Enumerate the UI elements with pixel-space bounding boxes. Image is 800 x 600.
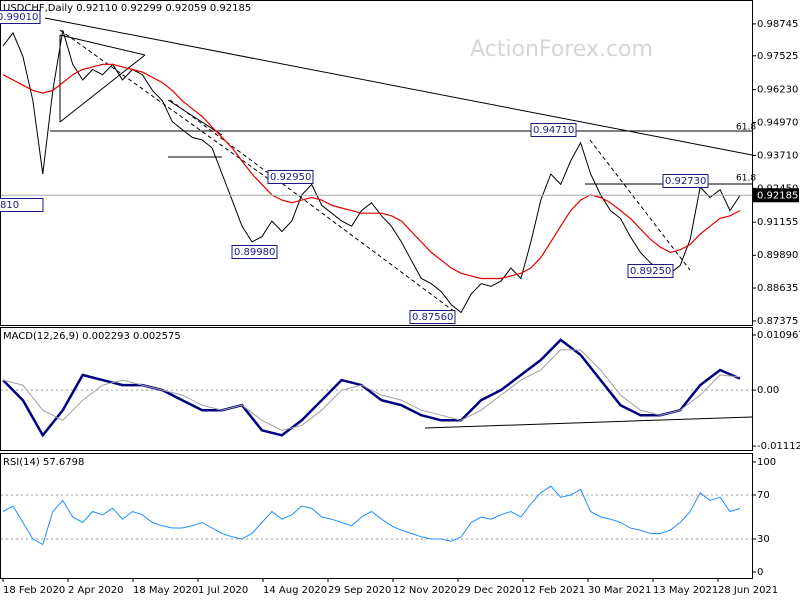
price-annotation: 0.99010 [0, 12, 38, 23]
price-annotation: 0.89250 [630, 266, 671, 277]
trendline [589, 139, 691, 271]
y-tick-label: 0.010967 [757, 330, 800, 341]
price-label-box [267, 170, 314, 184]
last-price-box [753, 188, 799, 203]
series-line [2, 349, 741, 431]
price-label-box [0, 198, 44, 212]
y-tick-label: 0.87375 [757, 316, 798, 327]
trendline [169, 99, 456, 313]
price-annotation: 0.92950 [270, 172, 311, 183]
y-tick-label: 0 [757, 567, 763, 578]
macd-frame [0, 327, 753, 451]
price-label-box [409, 310, 456, 324]
y-tick-label: 100 [757, 457, 776, 468]
x-tick-label: 12 Feb 2021 [523, 585, 585, 596]
rsi-frame [0, 453, 753, 579]
series-line [2, 338, 741, 438]
watermark: ActionForex.com [470, 37, 653, 62]
x-tick-label: 29 Dec 2020 [458, 585, 522, 596]
y-tick-label: 0.88635 [757, 283, 798, 294]
x-tick-label: 30 Mar 2021 [588, 585, 651, 596]
price-label-box [662, 174, 709, 188]
macd-title: MACD(12,26,9) 0.002293 0.002575 [3, 331, 181, 342]
price-annotation: 0.94710 [533, 125, 574, 136]
trendline [44, 17, 753, 156]
y-tick-label: 0.00 [757, 385, 779, 396]
x-tick-label: 18 Feb 2020 [3, 585, 65, 596]
price-label-box [0, 10, 41, 24]
price-title: USDCHF,Daily 0.92110 0.92299 0.92059 0.9… [3, 3, 251, 14]
x-tick-label: 1 Jul 2020 [198, 585, 248, 596]
x-tick-label: 2 Apr 2020 [68, 585, 123, 596]
series-line [2, 485, 741, 546]
x-tick-label: 12 Nov 2020 [393, 585, 457, 596]
trendline [59, 29, 271, 181]
price-label-box [627, 264, 674, 278]
y-tick-label: 0.93710 [757, 150, 798, 161]
price-annotation: 61.8 [736, 123, 756, 133]
price-label-box [530, 123, 577, 137]
series-line [2, 30, 741, 314]
x-tick-label: 29 Sep 2020 [328, 585, 391, 596]
y-tick-label: 0.94970 [757, 118, 798, 129]
price-frame [0, 0, 753, 326]
x-tick-label: 13 May 2021 [653, 585, 718, 596]
x-tick-label: 14 Aug 2020 [263, 585, 327, 596]
y-tick-label: 0.89890 [757, 250, 798, 261]
last-price-label: 0.92185 [757, 190, 798, 201]
trendline [59, 54, 146, 123]
rsi-title: RSI(14) 57.6798 [3, 457, 84, 468]
y-tick-label: 0.91155 [757, 217, 798, 228]
price-annotation: 0.92730 [665, 176, 706, 187]
y-tick-label: -0.011127 [757, 441, 800, 452]
price-annotation: 61.8 [736, 174, 756, 184]
y-tick-label: 30 [757, 534, 770, 545]
price-annotation: 0.89980 [234, 247, 275, 258]
price-annotation: 0.87560 [412, 312, 453, 323]
trendline [167, 99, 223, 136]
y-tick-label: 70 [757, 490, 770, 501]
y-tick-label: 0.96230 [757, 85, 798, 96]
series-line [2, 63, 741, 280]
macd-trendline [424, 416, 753, 429]
trendline [59, 34, 146, 56]
x-tick-label: 28 Jun 2021 [718, 585, 778, 596]
price-label-box [231, 245, 278, 259]
x-tick-label: 18 May 2020 [133, 585, 198, 596]
price-annotation: 810 [0, 200, 19, 211]
y-tick-label: 0.97525 [757, 51, 798, 62]
y-tick-label: 0.98745 [757, 19, 798, 30]
